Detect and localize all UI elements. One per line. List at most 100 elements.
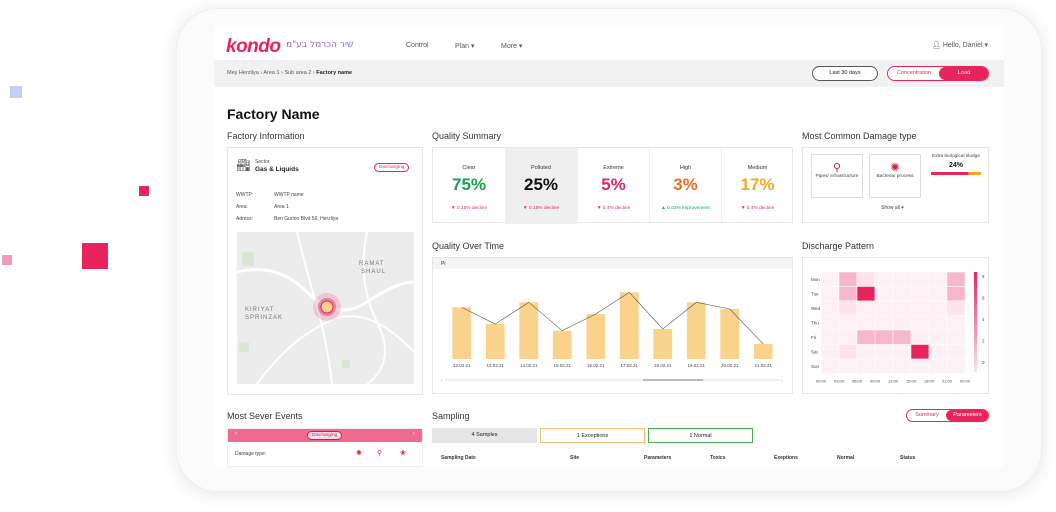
date-range-button[interactable]: Last 30 days	[812, 66, 878, 81]
breadcrumb-bar: Mey Herzliya › Area 1 › Sub area 2 › Fac…	[214, 60, 1004, 87]
bacteria-icon: ✺	[356, 450, 362, 457]
heatmap-cell	[946, 315, 966, 331]
brand-logo[interactable]: kondo	[226, 36, 281, 57]
event-status-badge: Discharging	[307, 431, 343, 440]
quality-item-polluted[interactable]: Polluted 25% ▼ 0.15% decline	[505, 148, 577, 224]
quality-item-clear[interactable]: Clear 75% ▼ 0.15% decline	[433, 148, 505, 224]
damage-item-bacteria[interactable]: ✺ Bacteria/ process	[869, 154, 921, 198]
x-tick-label: 20.02.21	[721, 363, 739, 368]
heatmap-cell	[838, 358, 858, 374]
column-header[interactable]: Parameters	[644, 455, 672, 461]
heatmap-cell	[892, 271, 912, 287]
chart-bar	[653, 329, 673, 359]
heatmap-cell	[910, 329, 930, 345]
quality-over-time-card: Pi 12.02.21 13.02.21 14.02.21 15.02.21 16.02…	[432, 257, 793, 394]
x-tick-label: 13.02.21	[486, 363, 504, 368]
column-header[interactable]: Toxics	[710, 455, 726, 461]
nav-control[interactable]: Control	[406, 42, 429, 49]
damage-card: ⚲ Pipes/ Infrastructure ✺ Bacteria/ proces…	[802, 147, 989, 223]
events-card: ‹ Discharging › Damage type: ✺ ⚲ ❀	[227, 428, 423, 467]
nav-more[interactable]: More ▾	[501, 42, 522, 50]
hour-label: 21:00	[942, 379, 953, 384]
pipe-icon: ⚲	[832, 162, 842, 174]
day-label: Sat	[811, 350, 819, 355]
heatmap-cell	[874, 344, 894, 360]
scale-label: 4	[982, 317, 985, 322]
quality-chart: 12.02.21 13.02.21 14.02.21 15.02.21 16.02.21…	[441, 291, 783, 384]
exceptions-tab[interactable]: 1 Exceptions	[540, 428, 645, 443]
heatmap-cell	[838, 344, 858, 360]
breadcrumb[interactable]: Mey Herzliya › Area 1 › Sub area 2 › Fac…	[227, 70, 352, 76]
column-header[interactable]: Normal	[837, 455, 855, 461]
discharge-heatmap: Mon Tue Wed Thu Fri Sat Sun 00:00 03:00 06:00 09:0…	[811, 271, 985, 384]
chart-bar	[586, 314, 606, 359]
quality-change: ▼ 0.15% decline	[450, 206, 488, 211]
heatmap-cell	[874, 315, 894, 331]
user-menu[interactable]: 👤︎ Hello, Daniel ▾	[932, 41, 988, 49]
heatmap-cell	[946, 358, 966, 374]
heatmap-cell	[910, 358, 930, 374]
chart-bar	[485, 324, 505, 359]
column-header[interactable]: Site	[570, 455, 580, 461]
heatmap-cell	[946, 329, 966, 345]
quality-item-extreme[interactable]: Extreme 5% ▼ 0.4% decline	[577, 148, 649, 224]
quality-label: Polluted	[531, 165, 551, 171]
heatmap-cell	[928, 329, 948, 345]
prev-icon[interactable]: ‹	[235, 430, 238, 437]
column-header[interactable]: Exeptions	[774, 455, 798, 461]
map-roads	[237, 232, 414, 384]
map-label: KIRIYAT	[245, 307, 275, 313]
info-row: Adress: Ben Gurion Blvd 56, Herzliya	[236, 216, 338, 228]
user-greeting: Hello, Daniel	[942, 42, 983, 49]
toggle-parameters[interactable]: Parameters	[946, 410, 988, 421]
brand-logo-secondary: שיר הכרמל בע"מ	[286, 40, 354, 50]
chart-bar	[753, 344, 773, 359]
map-label: SPRINZAK	[245, 315, 284, 321]
chevron-down-icon: ▾	[901, 205, 904, 211]
quality-label: Clear	[462, 165, 476, 171]
x-tick-label: 16.02.21	[587, 363, 605, 368]
section-title-over-time: Quality Over Time	[432, 241, 505, 251]
next-icon[interactable]: ›	[412, 430, 415, 437]
heatmap-cell	[910, 300, 930, 316]
heatmap-cell	[820, 286, 840, 302]
nav-plan[interactable]: Plan ▾	[455, 42, 474, 50]
damage-item-sludge[interactable]: Extra biological sludge 24%	[931, 154, 981, 175]
column-header[interactable]: Sampling Date	[441, 455, 476, 461]
heatmap-cell	[874, 300, 894, 316]
toggle-concentration[interactable]: Concentration	[896, 70, 932, 76]
day-label: Thu	[811, 321, 819, 326]
quality-value: 5%	[601, 175, 626, 194]
section-title-damage: Most Common Damage type	[802, 131, 917, 141]
samples-count-tab[interactable]: 4 Samples	[432, 428, 537, 443]
damage-item-pipes[interactable]: ⚲ Pipes/ Infrastructure	[811, 154, 863, 198]
info-key: Area:	[236, 204, 248, 210]
scale-label: 0	[982, 360, 985, 365]
heatmap-cell	[928, 271, 948, 287]
hour-label: 03:00	[834, 379, 845, 384]
heatmap-cell	[892, 286, 912, 302]
day-label: Fri	[811, 335, 816, 340]
heatmap-cell	[856, 315, 876, 331]
factory-map[interactable]: RAMAT SHAUL KIRIYAT SPRINZAK	[237, 232, 414, 384]
heatmap-cell	[856, 329, 876, 345]
quality-value: 17%	[740, 175, 775, 194]
info-value: Area 1	[274, 204, 289, 210]
column-header[interactable]: Status	[900, 455, 916, 461]
show-all-link[interactable]: Show all ▾	[881, 205, 904, 211]
quality-item-medium[interactable]: Medium 17% ▼ 0.4% decline	[721, 148, 793, 224]
heatmap-cell	[820, 344, 840, 360]
normal-tab[interactable]: 1 Normal	[648, 428, 753, 443]
toggle-summary[interactable]: Summary	[915, 412, 939, 418]
x-tick-label: 12.02.21	[453, 363, 471, 368]
quality-value: 25%	[523, 175, 559, 194]
quality-item-high[interactable]: High 3% ▲ 0.02% improvement	[649, 148, 721, 224]
chart-bar	[619, 292, 639, 359]
chart-scroll-thumb	[643, 379, 703, 381]
toggle-load[interactable]: Load	[939, 67, 988, 80]
heatmap-cell	[820, 315, 840, 331]
hour-label: 18:00	[924, 379, 935, 384]
heatmap-cell	[910, 344, 930, 360]
top-nav: kondo שיר הכרמל בע"מ Control Plan ▾ More…	[214, 27, 1004, 65]
heatmap-cell	[874, 358, 894, 374]
